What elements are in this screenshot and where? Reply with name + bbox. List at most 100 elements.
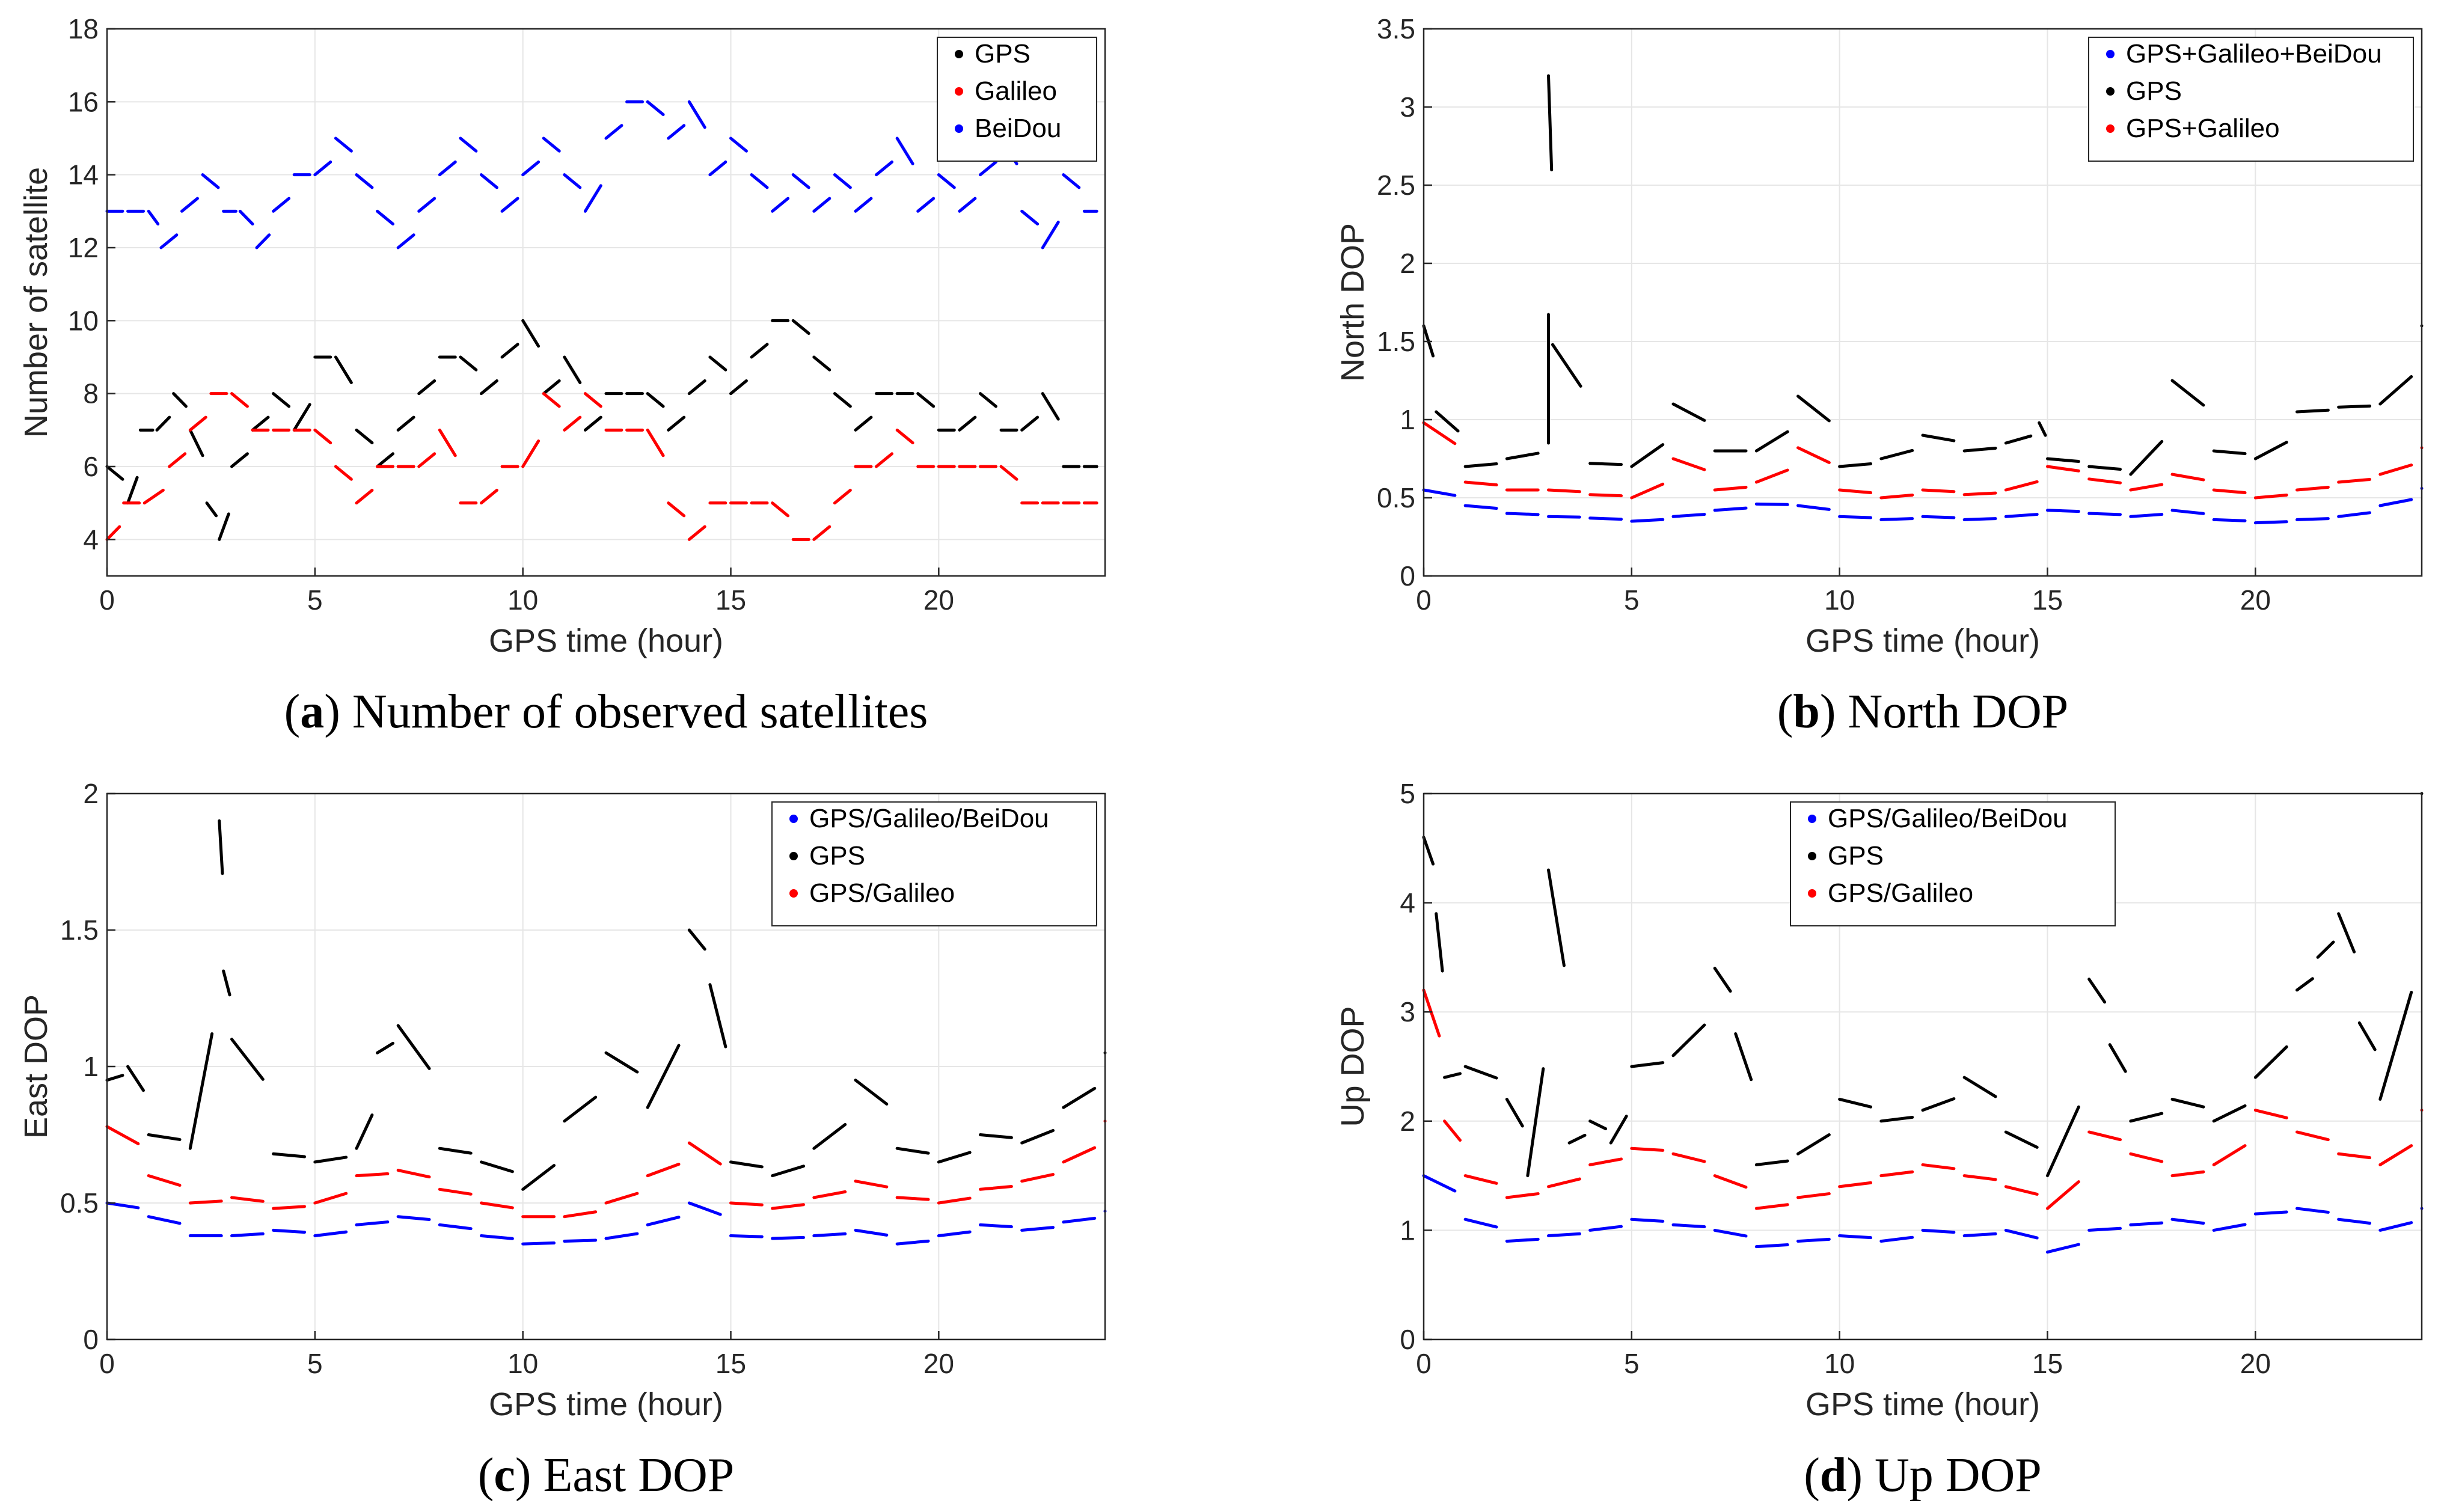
data-point — [979, 1133, 1013, 1139]
data-point — [500, 197, 519, 213]
y-tick-label: 1.5 — [60, 914, 99, 946]
data-point — [2087, 1226, 2122, 1232]
series-gps — [105, 819, 1107, 1191]
data-point — [2087, 477, 2122, 485]
legend-entry: GPS/Galileo/BeiDou — [809, 804, 1049, 833]
series-gps-galileo — [1422, 421, 2424, 500]
data-point — [1547, 868, 1566, 967]
data-point — [1630, 518, 1665, 523]
data-point — [729, 1234, 764, 1238]
legend-marker — [789, 889, 798, 898]
data-point — [2337, 1217, 2372, 1225]
data-point — [2295, 1207, 2330, 1214]
data-point — [2004, 513, 2039, 518]
y-tick-label: 14 — [68, 159, 99, 191]
x-tick-label: 5 — [307, 584, 323, 616]
data-point — [583, 415, 602, 432]
y-tick-label: 3.5 — [1377, 13, 1415, 44]
data-point — [105, 1125, 140, 1145]
panel-d: 0 5 10 15 20 0 1 2 3 4 5 GPS time (hour) Up DOP GPS/G… — [1335, 778, 2424, 1502]
data-point — [1062, 1146, 1097, 1164]
data-point — [1671, 457, 1706, 471]
data-point — [1588, 1157, 1623, 1166]
data-point — [979, 1223, 1013, 1228]
data-point — [937, 1230, 972, 1237]
data-point — [1588, 1225, 1623, 1232]
data-point — [729, 1160, 764, 1169]
data-point — [604, 1192, 639, 1205]
data-point — [105, 1074, 124, 1082]
data-point — [255, 233, 271, 249]
panel-caption: (d) Up DOP — [1804, 1449, 2042, 1502]
data-point — [272, 1152, 307, 1158]
data-point — [1435, 912, 1444, 973]
data-point — [1838, 488, 1873, 495]
data-point — [687, 525, 706, 541]
data-point — [1020, 1226, 1055, 1232]
data-point — [2378, 1221, 2413, 1232]
x-tick-label: 15 — [715, 1348, 746, 1379]
data-point — [916, 197, 936, 213]
data-point — [2295, 485, 2330, 492]
data-point — [521, 1241, 556, 1246]
data-point — [854, 197, 873, 213]
data-point — [1671, 513, 1706, 518]
data-point — [2046, 457, 2080, 464]
data-point — [2295, 408, 2330, 414]
data-point — [2212, 488, 2247, 495]
data-point — [2378, 375, 2413, 406]
data-point — [1671, 1023, 1706, 1057]
data-point — [2046, 1243, 2080, 1254]
data-point — [1713, 1228, 1748, 1238]
data-point — [542, 136, 561, 153]
legend-marker — [789, 852, 798, 860]
data-point — [230, 1196, 265, 1203]
data-point — [895, 136, 914, 165]
panel-caption: (a) Number of observed satellites — [284, 685, 928, 738]
data-point — [1754, 1159, 1789, 1166]
data-point — [1879, 1115, 1914, 1123]
data-point — [2170, 509, 2205, 515]
data-point — [1422, 488, 1457, 497]
data-point — [272, 1228, 307, 1234]
data-point — [1713, 485, 1748, 492]
data-point — [979, 1185, 1013, 1191]
data-point — [1062, 173, 1081, 189]
data-point — [687, 379, 706, 396]
data-point — [376, 209, 395, 226]
data-point — [1713, 1174, 1748, 1189]
data-point — [313, 160, 332, 177]
data-point — [155, 415, 171, 432]
panel-caption: (c) East DOP — [478, 1449, 735, 1502]
data-point — [2046, 1105, 2080, 1178]
data-point — [230, 1232, 265, 1237]
data-point — [438, 1187, 473, 1196]
data-point — [272, 197, 291, 213]
data-point — [958, 197, 977, 213]
y-axis-label: North DOP — [1335, 223, 1371, 382]
data-point — [812, 1232, 847, 1237]
data-point — [188, 415, 207, 432]
data-point — [438, 1146, 473, 1155]
data-point — [2087, 1130, 2122, 1142]
data-point — [126, 476, 139, 505]
data-point — [563, 173, 582, 189]
data-point — [708, 983, 727, 1048]
panel-caption: (b) North DOP — [1777, 685, 2068, 738]
data-point — [2046, 1180, 2080, 1210]
data-point — [188, 1199, 223, 1205]
data-point — [1713, 506, 1748, 512]
data-point — [1505, 1097, 1524, 1128]
legend: GPS+Galileo+BeiDou GPS GPS+Galileo — [2088, 37, 2414, 162]
data-point — [1838, 1234, 1873, 1240]
data-point — [1754, 1243, 1789, 1249]
data-point — [2038, 421, 2047, 437]
data-point — [563, 1095, 598, 1123]
data-point — [376, 452, 395, 468]
x-tick-label: 20 — [923, 1348, 954, 1379]
legend-box — [2088, 37, 2414, 162]
data-point — [521, 319, 541, 348]
x-tick-label: 0 — [1416, 1348, 1432, 1379]
data-point — [2337, 477, 2372, 484]
data-point — [2337, 912, 2356, 953]
